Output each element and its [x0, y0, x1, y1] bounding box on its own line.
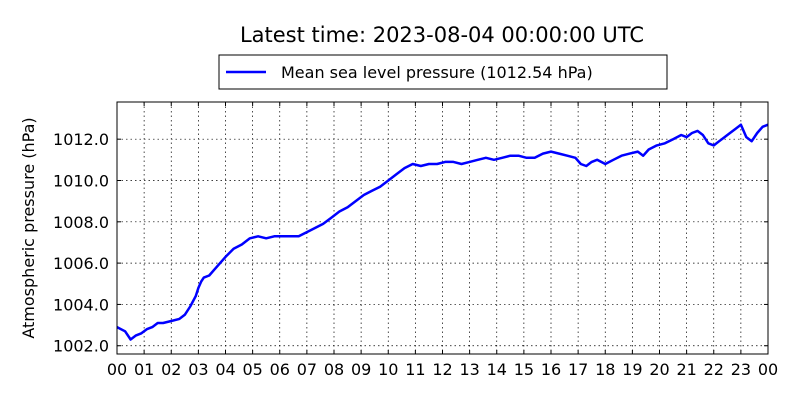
- x-tick-label: 22: [704, 360, 724, 379]
- x-tick-label: 20: [649, 360, 669, 379]
- y-tick-label: 1002.0: [53, 337, 109, 356]
- x-tick-label: 12: [432, 360, 452, 379]
- x-tick-label: 21: [676, 360, 696, 379]
- legend: Mean sea level pressure (1012.54 hPa): [218, 54, 668, 90]
- legend-label: Mean sea level pressure (1012.54 hPa): [281, 63, 593, 82]
- x-tick-label: 23: [731, 360, 751, 379]
- x-tick-label: 05: [242, 360, 262, 379]
- x-tick-label: 14: [487, 360, 507, 379]
- x-tick-label: 16: [541, 360, 561, 379]
- y-tick-label: 1008.0: [53, 213, 109, 232]
- series-layer: [116, 123, 769, 341]
- legend-box: [218, 54, 668, 90]
- x-tick-label: 11: [405, 360, 425, 379]
- x-tick-label: 00: [107, 360, 127, 379]
- grid-lines: [117, 102, 768, 354]
- x-tick-label: 07: [297, 360, 317, 379]
- chart-title: Latest time: 2023-08-04 00:00:00 UTC: [240, 23, 644, 47]
- y-axis-label: Atmospheric pressure (hPa): [19, 117, 38, 338]
- x-tick-labels: 00 01 02 03 04 05 06 07 08 09 10 11 12 13 14 15 16 17 18 19…: [107, 360, 778, 379]
- x-tick-label: 15: [514, 360, 534, 379]
- x-tick-label: 04: [215, 360, 235, 379]
- x-tick-label: 13: [459, 360, 479, 379]
- y-tick-label: 1010.0: [53, 171, 109, 190]
- x-tick-label: 19: [622, 360, 642, 379]
- x-tick-label: 00: [758, 360, 778, 379]
- x-tick-label: 09: [351, 360, 371, 379]
- x-tick-label: 18: [595, 360, 615, 379]
- y-tick-label: 1006.0: [53, 254, 109, 273]
- x-tick-label: 01: [134, 360, 154, 379]
- x-tick-label: 08: [324, 360, 344, 379]
- x-tick-label: 06: [270, 360, 290, 379]
- y-tick-labels: 1002.0 1004.0 1006.0 1008.0 1010.0 1012.0: [53, 130, 109, 356]
- y-tick-label: 1012.0: [53, 130, 109, 149]
- x-tick-label: 03: [188, 360, 208, 379]
- x-tick-label: 10: [378, 360, 398, 379]
- x-tick-label: 17: [568, 360, 588, 379]
- x-tick-label: 02: [161, 360, 181, 379]
- series-line-mean-sea-level-pressure: [116, 123, 769, 341]
- y-tick-label: 1004.0: [53, 295, 109, 314]
- tick-marks: [116, 102, 769, 354]
